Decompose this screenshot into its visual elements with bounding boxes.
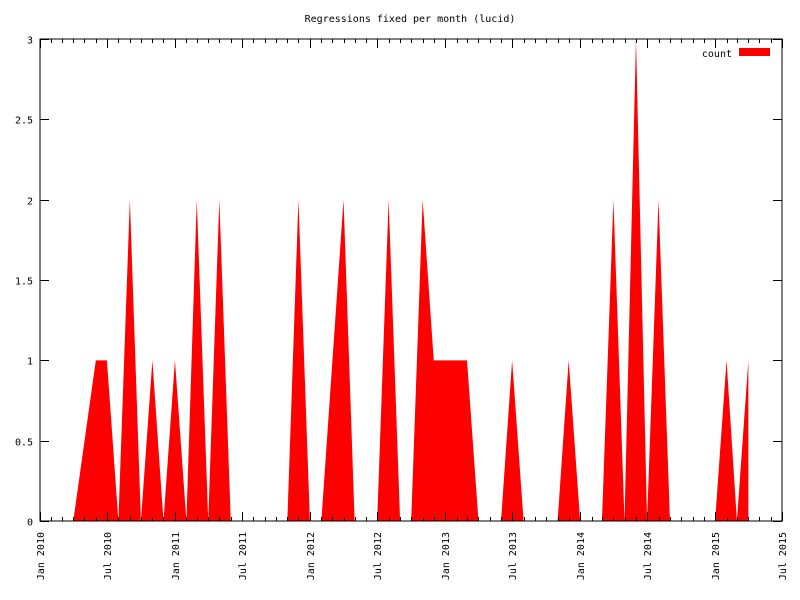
legend: count xyxy=(702,48,770,60)
x-tick-label: Jul 2010 xyxy=(103,532,114,580)
y-tick-label: 1 xyxy=(27,357,33,368)
x-tick-label: Jul 2012 xyxy=(373,532,384,580)
y-tick-label: 2.5 xyxy=(15,116,33,127)
axis-layer: 0 0.5 1 1.5 2 2.5 3 Jan 2010 Jul 2010 Jan 2011 Jul… xyxy=(15,36,789,581)
series-area-count xyxy=(73,39,749,521)
x-tick-label: Jan 2015 xyxy=(711,532,722,580)
x-tick-label: Jan 2014 xyxy=(576,532,587,580)
y-tick-label: 3 xyxy=(27,36,33,47)
x-tick-label: Jan 2010 xyxy=(36,532,47,580)
legend-swatch-count xyxy=(739,48,770,56)
y-tick-label: 1.5 xyxy=(15,277,33,288)
x-tick-label: Jul 2011 xyxy=(238,532,249,580)
legend-label-count: count xyxy=(702,49,732,60)
x-tick-label: Jan 2011 xyxy=(171,532,182,580)
series-layer xyxy=(73,39,749,521)
x-tick-label: Jan 2012 xyxy=(306,532,317,580)
x-tick-label: Jul 2015 xyxy=(778,532,789,580)
x-tick-label: Jan 2013 xyxy=(441,532,452,580)
x-tick-label: Jul 2013 xyxy=(508,532,519,580)
y-tick-label: 0 xyxy=(27,518,33,529)
y-tick-label: 2 xyxy=(27,197,33,208)
y-tick-label: 0.5 xyxy=(15,438,33,449)
chart-title: Regressions fixed per month (lucid) xyxy=(305,14,516,25)
x-tick-label: Jul 2014 xyxy=(643,532,654,580)
